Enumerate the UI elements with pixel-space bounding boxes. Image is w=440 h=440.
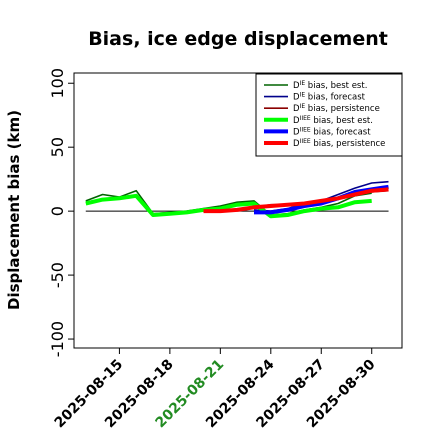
legend-label: DIE bias, persistence (293, 103, 380, 114)
legend-label: DIE bias, forecast (293, 92, 366, 103)
series-line-6 (203, 187, 389, 214)
plot-area: 100500-50-1002025-08-152025-08-182025-08… (48, 68, 403, 431)
y-tick-label: -50 (48, 262, 67, 288)
y-tick-label: 0 (48, 206, 67, 216)
y-tick-label: -100 (48, 321, 67, 357)
y-tick-label: 100 (48, 68, 67, 99)
legend-label: DIE bias, best est. (293, 80, 367, 91)
y-tick-label: 50 (48, 137, 67, 157)
legend-label: DIIEE bias, forecast (293, 126, 371, 137)
y-axis-label: Displacement bias (km) (5, 110, 23, 310)
legend-label: DIIEE bias, persistence (293, 138, 385, 149)
chart-title: Bias, ice edge displacement (88, 28, 388, 50)
series-line-4 (85, 193, 372, 219)
legend-label: DIIEE bias, best est. (293, 115, 373, 126)
plot-frame (73, 72, 403, 349)
